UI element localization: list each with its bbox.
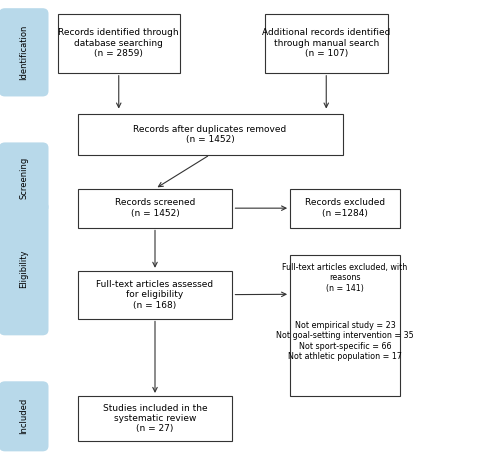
- Text: Screening: Screening: [19, 157, 28, 198]
- FancyBboxPatch shape: [290, 189, 400, 228]
- Text: Included: Included: [19, 398, 28, 435]
- FancyBboxPatch shape: [265, 14, 388, 73]
- FancyBboxPatch shape: [58, 14, 180, 73]
- FancyBboxPatch shape: [78, 189, 233, 228]
- FancyBboxPatch shape: [0, 381, 48, 451]
- Text: Additional records identified
through manual search
(n = 107): Additional records identified through ma…: [262, 28, 390, 58]
- Text: Records excluded
(n =1284): Records excluded (n =1284): [305, 198, 385, 218]
- FancyBboxPatch shape: [0, 8, 48, 96]
- Text: Records identified through
database searching
(n = 2859): Records identified through database sear…: [58, 28, 179, 58]
- Text: Full-text articles assessed
for eligibility
(n = 168): Full-text articles assessed for eligibil…: [96, 280, 214, 309]
- FancyBboxPatch shape: [290, 255, 400, 396]
- FancyBboxPatch shape: [78, 114, 342, 155]
- FancyBboxPatch shape: [78, 396, 233, 441]
- FancyBboxPatch shape: [78, 271, 233, 318]
- Text: Not empirical study = 23
Not goal-setting intervention = 35
Not sport-specific =: Not empirical study = 23 Not goal-settin…: [276, 321, 414, 361]
- Text: Eligibility: Eligibility: [19, 249, 28, 288]
- FancyBboxPatch shape: [0, 202, 48, 335]
- Text: Full-text articles excluded, with
reasons
(n = 141): Full-text articles excluded, with reason…: [282, 263, 408, 293]
- Text: Records after duplicates removed
(n = 1452): Records after duplicates removed (n = 14…: [134, 125, 286, 144]
- Text: Studies included in the
systematic review
(n = 27): Studies included in the systematic revie…: [102, 404, 208, 434]
- Text: Records screened
(n = 1452): Records screened (n = 1452): [115, 198, 195, 218]
- FancyBboxPatch shape: [0, 142, 48, 212]
- Text: Identification: Identification: [19, 25, 28, 80]
